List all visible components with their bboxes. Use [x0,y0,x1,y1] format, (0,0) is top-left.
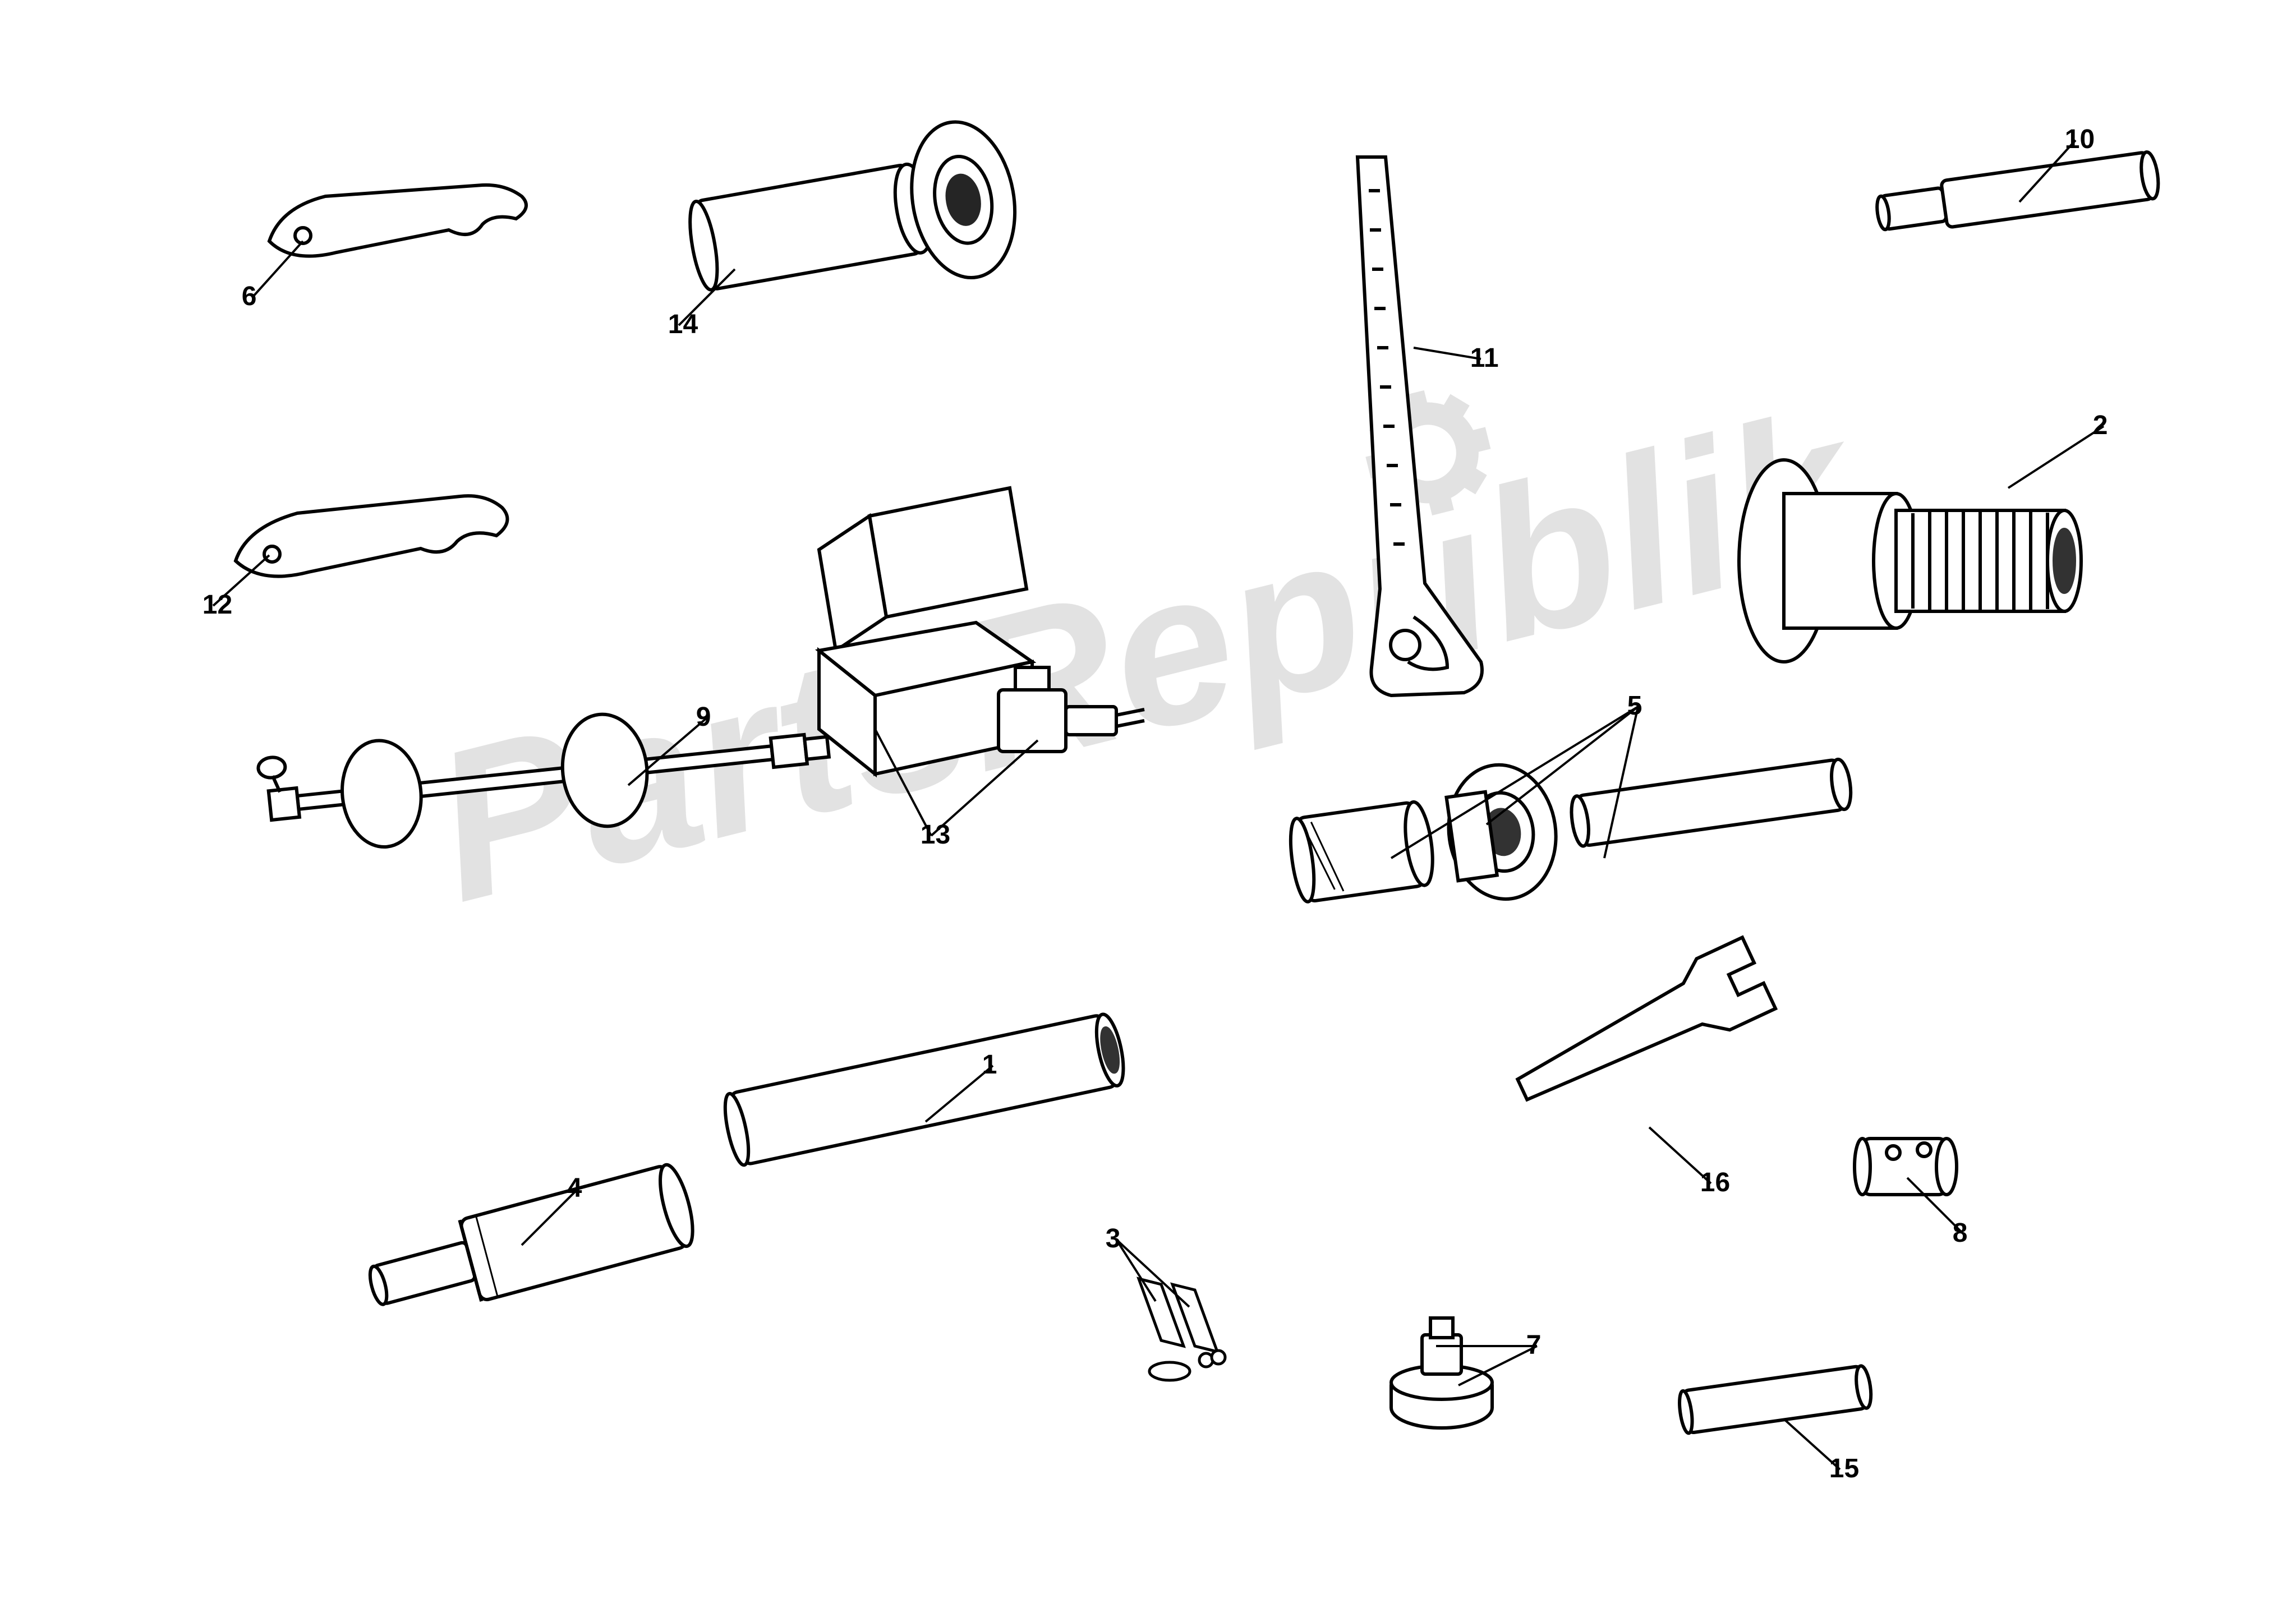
callouts-layer [0,0,2296,1622]
callout-6: 6 [242,281,257,312]
callout-10: 10 [2065,124,2095,155]
callout-16: 16 [1700,1167,1730,1198]
callout-11: 11 [1470,343,1499,374]
callout-7: 7 [1526,1330,1542,1361]
callout-12: 12 [203,589,232,620]
callout-14: 14 [668,309,698,340]
callout-8: 8 [1953,1218,1968,1248]
callout-9: 9 [696,702,711,732]
callout-2: 2 [2093,410,2108,441]
diagram-container: PartsRepublik [0,0,2296,1622]
callout-5: 5 [1627,690,1642,721]
callout-3: 3 [1106,1223,1121,1254]
callout-1: 1 [982,1049,997,1080]
callout-15: 15 [1829,1453,1859,1484]
callout-4: 4 [567,1173,582,1204]
callout-13: 13 [921,819,950,850]
